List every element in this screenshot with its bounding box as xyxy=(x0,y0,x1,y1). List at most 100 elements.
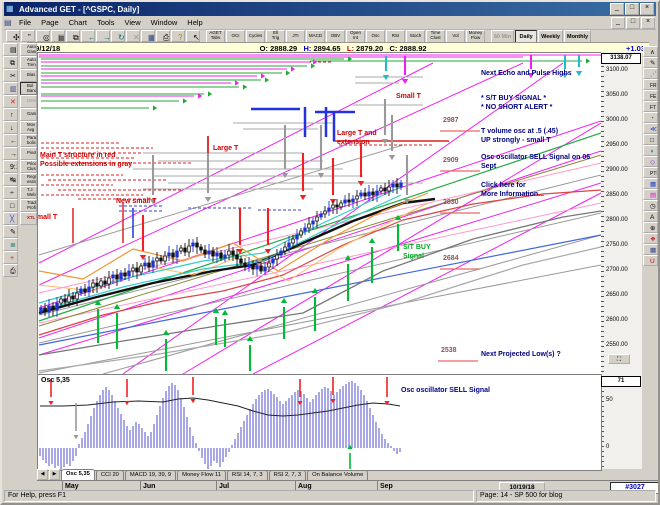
matrix-icon[interactable]: ▩ xyxy=(643,244,658,255)
back-icon[interactable]: ← xyxy=(81,30,95,42)
crosshair-icon[interactable]: + xyxy=(3,251,18,264)
study-btn-ell-trig[interactable]: Ell Trig xyxy=(266,29,285,43)
scroll-left-icon[interactable]: ← xyxy=(3,134,18,147)
lines-icon[interactable]: ╳ xyxy=(3,212,18,225)
menu-page[interactable]: Page xyxy=(41,18,59,27)
study-gann[interactable]: Gann xyxy=(20,108,37,121)
trendlines-icon[interactable]: ⋰ xyxy=(643,68,658,79)
price-axis[interactable]: 3100.00 3050.00 3000.00 2950.00 2900.00 2850.… xyxy=(601,52,642,469)
study-trade-profile[interactable]: Trade Profile xyxy=(20,199,37,212)
scroll-right-icon[interactable]: → xyxy=(3,147,18,160)
context-help-icon[interactable]: ↖? xyxy=(186,30,200,42)
window-maximize-button[interactable]: □ xyxy=(625,3,639,15)
fan-lines-icon[interactable]: ≪ xyxy=(643,123,658,134)
layout-icon[interactable]: ▦ xyxy=(141,30,155,42)
main-chart[interactable]: Main T structure in red Possible extensi… xyxy=(37,52,602,376)
study-btn-obv[interactable]: OBV xyxy=(326,29,345,43)
tab-osc-5-35[interactable]: Osc 5,35 xyxy=(61,469,95,480)
study-btn-osc[interactable]: Osc xyxy=(366,29,385,43)
link-icon[interactable]: ✣ xyxy=(6,30,20,42)
profile-icon[interactable]: ▤ xyxy=(643,189,658,200)
undo-icon[interactable]: U xyxy=(643,255,658,266)
study-btn-open-int[interactable]: Open Int xyxy=(346,29,365,43)
study-mov-avg[interactable]: Mov Avg xyxy=(20,121,37,134)
tab-macd-19-39-9[interactable]: MACD 19, 39, 9 xyxy=(124,470,177,480)
open-page-icon[interactable]: ⧉ xyxy=(66,30,80,42)
tab-cci-20[interactable]: CCI 20 xyxy=(95,470,124,480)
delete-icon[interactable]: ✕ xyxy=(126,30,140,42)
tab-on-balance-volume[interactable]: On Balance Volume xyxy=(307,470,369,480)
period-60-min[interactable]: 60 Min xyxy=(491,29,515,43)
study-btn-money-flow[interactable]: Money Flow xyxy=(466,29,485,43)
child-minimize-button[interactable]: _ xyxy=(611,16,625,29)
pti-icon[interactable]: PTI xyxy=(643,167,658,178)
study-btn-stoch[interactable]: Stoch xyxy=(406,29,425,43)
period-monthly[interactable]: Monthly xyxy=(563,29,592,43)
pencil-icon[interactable]: ✎ xyxy=(643,57,658,68)
quote-icon[interactable]: ” xyxy=(21,30,35,42)
forward-icon[interactable]: → xyxy=(96,30,110,42)
study-t-j--web[interactable]: T.J. Web xyxy=(20,186,37,199)
period-daily[interactable]: Daily xyxy=(515,29,538,43)
study-detrnd[interactable]: Detrnd xyxy=(20,95,37,108)
fib-time-icon[interactable]: FT xyxy=(643,101,658,112)
study-regr-essn[interactable]: Regr essn xyxy=(20,173,37,186)
study-price-clust[interactable]: Price Clust xyxy=(20,160,37,173)
tab-rsi-14-7-3[interactable]: RSI 14, 7, 3 xyxy=(227,470,268,480)
text-tool-icon[interactable]: A xyxy=(643,211,658,222)
print-icon[interactable]: ⎙ xyxy=(156,30,170,42)
oscillator-panel[interactable]: Osc 5,35 Osc oscillator SELL Signal xyxy=(37,374,602,471)
study-auto-gann[interactable]: Auto Gann xyxy=(20,43,37,56)
tib-icon[interactable]: ≣ xyxy=(3,238,18,251)
clock-icon[interactable]: ◷ xyxy=(643,200,658,211)
study-para-bolic[interactable]: Para bolic xyxy=(20,134,37,147)
help-icon[interactable]: ? xyxy=(171,30,185,42)
study-btn-macd[interactable]: MACD xyxy=(306,29,325,43)
ratio-icon[interactable]: 9:1 xyxy=(3,160,18,173)
child-maximize-button[interactable]: □ xyxy=(626,16,640,29)
draw-icon[interactable]: ✎ xyxy=(3,225,18,238)
study-btn-vol[interactable]: Vol xyxy=(446,29,465,43)
study-btn-rsi[interactable]: RSI xyxy=(386,29,405,43)
window-close-button[interactable]: × xyxy=(640,3,654,15)
window-minimize-button[interactable]: _ xyxy=(610,3,624,15)
tab-scroll-left[interactable]: ◀ xyxy=(37,469,48,480)
study-btn-time-clust[interactable]: Time Clust xyxy=(426,29,445,43)
rectangle-icon[interactable]: □ xyxy=(643,134,658,145)
print-chart-icon[interactable]: ⎙ xyxy=(3,264,18,277)
study-btn-oci[interactable]: OCI xyxy=(226,29,245,43)
study-auto-trend[interactable]: Auto Trend xyxy=(20,56,37,69)
tab-scroll-right[interactable]: ▶ xyxy=(49,469,60,480)
divide-icon[interactable]: ÷ xyxy=(3,186,18,199)
cut-icon[interactable]: ✂ xyxy=(3,69,18,82)
study-btn-cycles[interactable]: Cycles xyxy=(246,29,265,43)
colors-icon[interactable]: ❖ xyxy=(643,233,658,244)
tab-rsi-2-7-3[interactable]: RSI 2, 7, 3 xyxy=(268,470,307,480)
tab-money-flow-11[interactable]: Money Flow 11 xyxy=(177,470,227,480)
scroll-up-icon[interactable]: ↑ xyxy=(3,108,18,121)
menu-chart[interactable]: Chart xyxy=(68,18,87,27)
study-btn-aget-tabs[interactable]: AGET Tabs xyxy=(206,29,225,43)
study-bias[interactable]: Bias xyxy=(20,69,37,82)
refresh-icon[interactable]: ↻ xyxy=(111,30,125,42)
period-weekly[interactable]: Weekly xyxy=(538,29,563,43)
study-btn-jti[interactable]: JTI xyxy=(286,29,305,43)
span-icon[interactable]: ↹ xyxy=(3,173,18,186)
study-pivot[interactable]: Pivot xyxy=(20,147,37,160)
box-tool-icon[interactable]: □ xyxy=(3,199,18,212)
menu-file[interactable]: File xyxy=(19,18,32,27)
page-icon[interactable]: ▤ xyxy=(3,43,18,56)
menu-help[interactable]: Help xyxy=(187,18,203,27)
time-cycle-icon[interactable]: ◔ xyxy=(643,112,658,123)
menu-tools[interactable]: Tools xyxy=(96,18,115,27)
mob-icon[interactable]: ◖ xyxy=(643,145,658,156)
axis-tool-icon[interactable]: ⛶ xyxy=(608,354,630,364)
gann-grid-icon[interactable]: ◇ xyxy=(643,156,658,167)
cascade-icon[interactable]: ⧉ xyxy=(3,56,18,69)
scroll-up-icon[interactable]: ∧ xyxy=(643,46,658,57)
more-info-link[interactable]: Click here for More Information... xyxy=(481,182,544,199)
zoom-tool-icon[interactable]: ⊕ xyxy=(643,222,658,233)
study-xtl[interactable]: XTL xyxy=(20,212,37,225)
bars-icon[interactable]: ▥ xyxy=(3,82,18,95)
fib-retrace-icon[interactable]: FR xyxy=(643,79,658,90)
